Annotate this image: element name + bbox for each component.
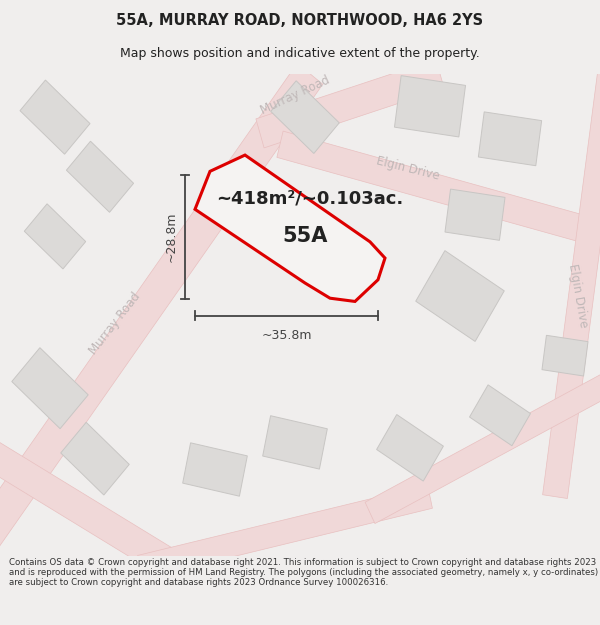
Text: Elgin Drive: Elgin Drive	[375, 154, 441, 182]
Polygon shape	[0, 434, 182, 581]
Polygon shape	[416, 251, 504, 341]
Polygon shape	[25, 204, 86, 269]
Text: Map shows position and indicative extent of the property.: Map shows position and indicative extent…	[120, 47, 480, 59]
Text: ~35.8m: ~35.8m	[261, 329, 312, 341]
Polygon shape	[394, 76, 466, 137]
Text: Murray Road: Murray Road	[259, 74, 332, 117]
Polygon shape	[195, 155, 385, 301]
Text: Elgin Drive: Elgin Drive	[566, 263, 590, 329]
Text: ~418m²/~0.103ac.: ~418m²/~0.103ac.	[217, 189, 404, 208]
Text: 55A: 55A	[283, 226, 328, 246]
Polygon shape	[365, 372, 600, 524]
Text: Contains OS data © Crown copyright and database right 2021. This information is : Contains OS data © Crown copyright and d…	[9, 558, 598, 588]
Polygon shape	[377, 414, 443, 481]
Polygon shape	[256, 59, 444, 148]
Polygon shape	[470, 385, 530, 446]
Polygon shape	[478, 112, 542, 166]
Polygon shape	[445, 189, 505, 241]
Polygon shape	[271, 81, 339, 154]
Polygon shape	[263, 416, 328, 469]
Polygon shape	[277, 131, 600, 249]
Polygon shape	[0, 63, 323, 556]
Polygon shape	[20, 80, 90, 154]
Text: 55A, MURRAY ROAD, NORTHWOOD, HA6 2YS: 55A, MURRAY ROAD, NORTHWOOD, HA6 2YS	[116, 13, 484, 28]
Polygon shape	[542, 72, 600, 499]
Polygon shape	[12, 348, 88, 429]
Text: ~28.8m: ~28.8m	[165, 212, 178, 262]
Polygon shape	[61, 422, 129, 495]
Text: Murray Road: Murray Road	[87, 289, 143, 357]
Polygon shape	[67, 141, 134, 212]
Polygon shape	[137, 485, 433, 579]
Polygon shape	[542, 335, 588, 376]
Polygon shape	[182, 443, 247, 496]
